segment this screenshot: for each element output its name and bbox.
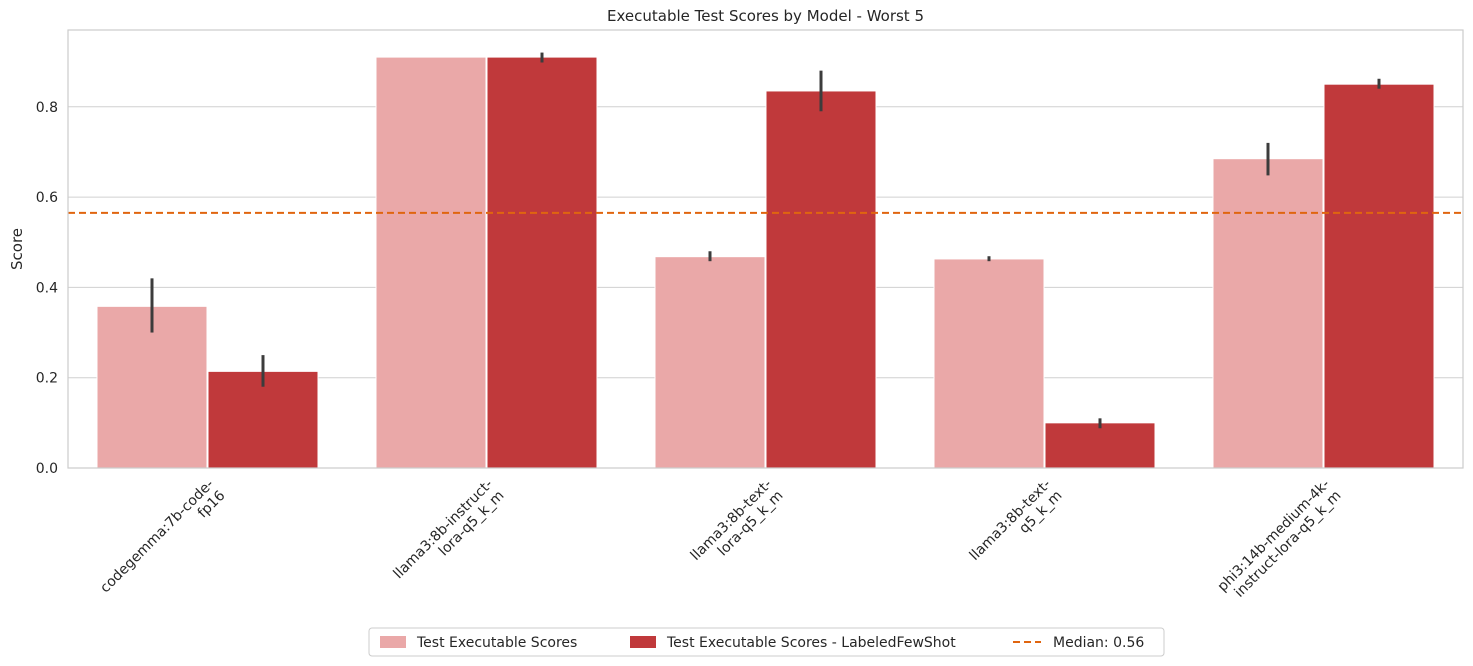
legend-swatch: [380, 636, 406, 648]
bar: [1212, 158, 1324, 469]
y-tick-label: 0.2: [36, 371, 58, 387]
legend-swatch: [630, 636, 656, 648]
x-tick-label: codegemma:7b-code-: [97, 476, 217, 596]
y-tick-label: 0.4: [36, 280, 58, 296]
y-tick-label: 0.0: [36, 461, 58, 477]
y-tick-label: 0.8: [36, 100, 58, 116]
bar: [96, 305, 208, 469]
x-tick-label: llama3:8b-instruct-: [390, 476, 496, 582]
x-tick-label-group: llama3:8b-text-lora-q5_k_m: [688, 476, 787, 563]
bar: [486, 56, 598, 469]
bar: [654, 256, 766, 469]
y-axis-label: Score: [8, 228, 26, 270]
bar: [1323, 83, 1435, 469]
x-tick-label-group: llama3:8b-instruct-lora-q5_k_m: [390, 476, 507, 582]
y-tick-label: 0.6: [36, 190, 58, 206]
legend-label: Test Executable Scores: [416, 635, 577, 651]
bar: [1044, 422, 1156, 469]
legend: Test Executable Scores Test Executable Sc…: [368, 627, 1165, 657]
x-tick-label: phi3:14b-medium-4k-: [1215, 476, 1334, 595]
bar: [933, 258, 1045, 469]
x-tick-label-group: llama3:8b-text-q5_k_m: [967, 476, 1066, 563]
bar: [765, 90, 877, 469]
chart-title: Executable Test Scores by Model - Worst …: [607, 7, 924, 25]
legend-label: Median: 0.56: [1053, 635, 1144, 651]
x-tick-label-group: codegemma:7b-code-fp16: [97, 476, 228, 596]
bar: [375, 56, 487, 469]
x-tick-label: instruct-lora-q5_k_m: [1231, 488, 1344, 601]
legend-frame: [368, 627, 1165, 657]
legend-label: Test Executable Scores - LabeledFewShot: [666, 635, 956, 651]
plot-frame: [67, 29, 1464, 469]
x-tick-label-group: phi3:14b-medium-4k-instruct-lora-q5_k_m: [1215, 476, 1345, 601]
